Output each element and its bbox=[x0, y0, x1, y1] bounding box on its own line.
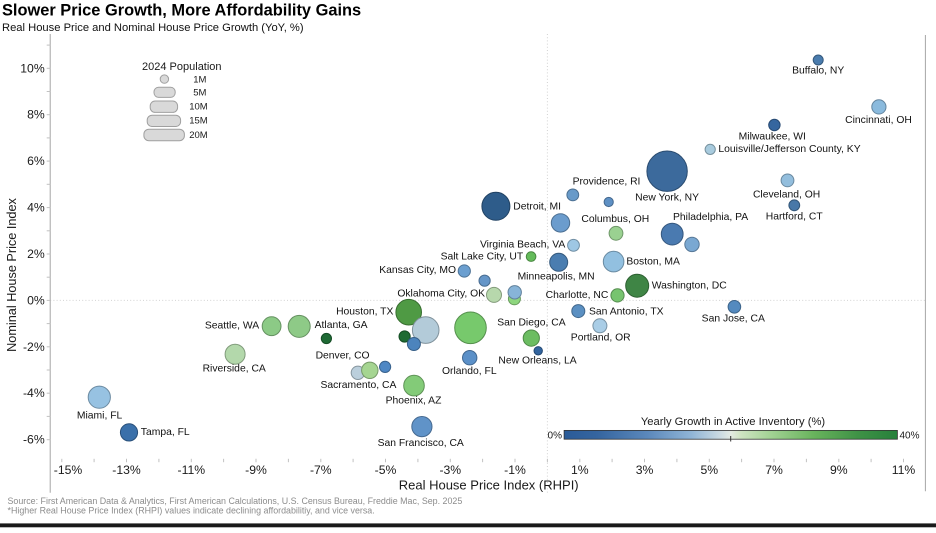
svg-text:Miami, FL: Miami, FL bbox=[77, 411, 123, 422]
svg-text:Philadelphia, PA: Philadelphia, PA bbox=[673, 212, 748, 223]
svg-text:3%: 3% bbox=[636, 463, 654, 477]
svg-text:Slower Price Growth, More Affo: Slower Price Growth, More Affordability … bbox=[2, 2, 361, 20]
svg-text:Buffalo, NY: Buffalo, NY bbox=[792, 65, 844, 76]
svg-text:10%: 10% bbox=[20, 61, 45, 75]
svg-text:Providence, RI: Providence, RI bbox=[573, 177, 641, 188]
svg-text:Nominal House Price Index: Nominal House Price Index bbox=[5, 197, 19, 351]
svg-text:Kansas City, MO: Kansas City, MO bbox=[379, 265, 456, 276]
svg-text:-1%: -1% bbox=[504, 463, 526, 477]
svg-text:-9%: -9% bbox=[245, 463, 267, 477]
svg-text:8%: 8% bbox=[27, 108, 45, 122]
svg-text:Cincinnati, OH: Cincinnati, OH bbox=[845, 115, 912, 126]
svg-text:-4%: -4% bbox=[23, 386, 45, 400]
svg-text:Orlando, FL: Orlando, FL bbox=[442, 366, 497, 377]
svg-text:Washington, DC: Washington, DC bbox=[652, 280, 727, 291]
svg-text:Minneapolis, MN: Minneapolis, MN bbox=[518, 271, 595, 282]
svg-text:2%: 2% bbox=[27, 247, 45, 261]
svg-text:1M: 1M bbox=[193, 74, 206, 85]
svg-text:Louisville/Jefferson County, K: Louisville/Jefferson County, KY bbox=[718, 144, 860, 155]
svg-text:-13%: -13% bbox=[112, 463, 141, 477]
svg-text:Sacramento, CA: Sacramento, CA bbox=[320, 380, 396, 391]
svg-text:Detroit, MI: Detroit, MI bbox=[513, 202, 561, 213]
svg-text:Milwaukee, WI: Milwaukee, WI bbox=[739, 131, 806, 142]
svg-text:0%: 0% bbox=[548, 431, 563, 442]
svg-text:Houston, TX: Houston, TX bbox=[336, 306, 393, 317]
svg-text:Charlotte, NC: Charlotte, NC bbox=[546, 290, 609, 301]
svg-text:6%: 6% bbox=[27, 154, 45, 168]
svg-text:40%: 40% bbox=[900, 431, 920, 442]
svg-text:-3%: -3% bbox=[439, 463, 461, 477]
svg-text:7%: 7% bbox=[765, 463, 783, 477]
svg-text:San Francisco, CA: San Francisco, CA bbox=[378, 438, 464, 449]
svg-text:10M: 10M bbox=[189, 102, 208, 113]
svg-text:5%: 5% bbox=[700, 463, 718, 477]
svg-text:2024 Population: 2024 Population bbox=[142, 61, 222, 73]
svg-text:11%: 11% bbox=[892, 463, 916, 477]
svg-text:New York, NY: New York, NY bbox=[635, 193, 699, 204]
svg-text:San Jose, CA: San Jose, CA bbox=[702, 313, 765, 324]
svg-text:Boston, MA: Boston, MA bbox=[626, 256, 680, 267]
svg-text:Phoenix, AZ: Phoenix, AZ bbox=[386, 396, 442, 407]
svg-text:Real House Price Index (RHPI): Real House Price Index (RHPI) bbox=[399, 478, 579, 493]
svg-text:Denver, CO: Denver, CO bbox=[316, 350, 370, 361]
svg-text:Salt Lake City, UT: Salt Lake City, UT bbox=[441, 252, 524, 263]
svg-text:Columbus, OH: Columbus, OH bbox=[581, 214, 649, 225]
svg-text:Yearly Growth in Active Invent: Yearly Growth in Active Inventory (%) bbox=[641, 416, 826, 428]
svg-text:Riverside, CA: Riverside, CA bbox=[203, 363, 266, 374]
svg-text:San Diego, CA: San Diego, CA bbox=[497, 317, 566, 328]
svg-text:Real House Price and Nominal H: Real House Price and Nominal House Price… bbox=[2, 22, 304, 34]
svg-text:-2%: -2% bbox=[23, 340, 45, 354]
svg-text:-5%: -5% bbox=[375, 463, 397, 477]
svg-text:Portland, OR: Portland, OR bbox=[571, 333, 631, 344]
svg-text:4%: 4% bbox=[27, 201, 45, 215]
svg-text:*Higher Real House Price Index: *Higher Real House Price Index (RHPI) va… bbox=[8, 506, 375, 516]
svg-text:1%: 1% bbox=[571, 463, 589, 477]
svg-text:Source: First American Data &: Source: First American Data & Analytics,… bbox=[8, 496, 463, 506]
svg-text:Hartford, CT: Hartford, CT bbox=[766, 212, 824, 223]
svg-text:Seattle, WA: Seattle, WA bbox=[205, 320, 259, 331]
svg-text:15M: 15M bbox=[189, 116, 208, 127]
svg-text:-6%: -6% bbox=[23, 433, 45, 447]
svg-text:Atlanta, GA: Atlanta, GA bbox=[315, 320, 368, 331]
svg-text:-11%: -11% bbox=[178, 463, 206, 477]
svg-text:0%: 0% bbox=[27, 293, 45, 307]
svg-text:Tampa, FL: Tampa, FL bbox=[141, 427, 190, 438]
svg-text:New Orleans, LA: New Orleans, LA bbox=[498, 356, 576, 367]
svg-text:20M: 20M bbox=[189, 130, 208, 141]
svg-text:9%: 9% bbox=[830, 463, 848, 477]
svg-text:Cleveland, OH: Cleveland, OH bbox=[753, 189, 820, 200]
svg-text:-15%: -15% bbox=[54, 463, 83, 477]
svg-text:San Antonio, TX: San Antonio, TX bbox=[589, 306, 664, 317]
svg-text:-7%: -7% bbox=[310, 463, 332, 477]
svg-text:Virginia Beach, VA: Virginia Beach, VA bbox=[480, 240, 565, 251]
svg-text:Oklahoma City, OK: Oklahoma City, OK bbox=[397, 288, 485, 299]
svg-text:5M: 5M bbox=[193, 87, 206, 98]
